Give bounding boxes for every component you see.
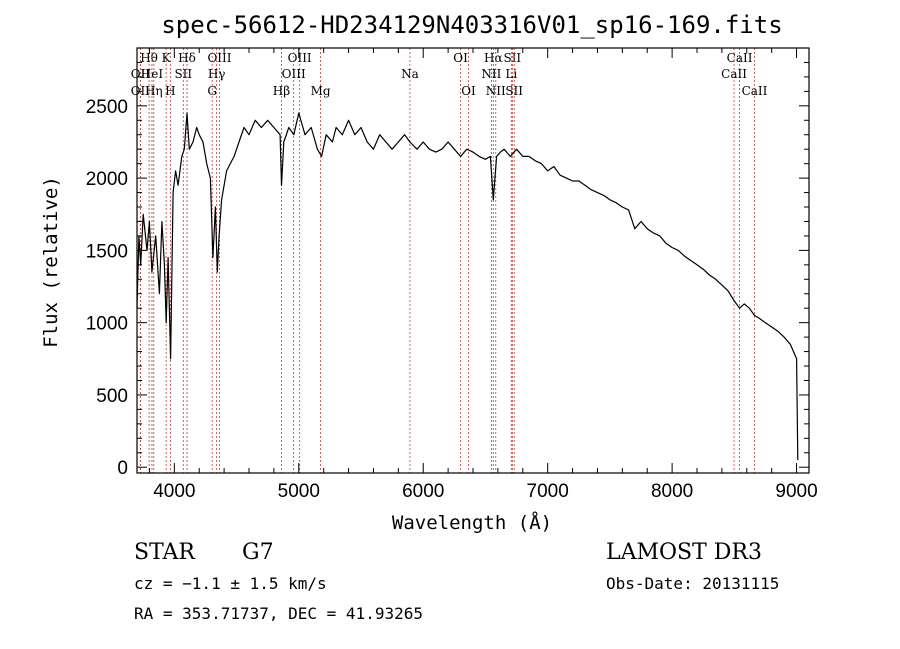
- survey-name: LAMOST DR3: [606, 540, 762, 565]
- redshift-readout: cz = −1.1 ± 1.5 km/s: [134, 574, 327, 593]
- spectrum-series: [136, 112, 799, 461]
- line-label: Hθ: [140, 51, 158, 65]
- obs-date: Obs-Date: 20131115: [606, 574, 780, 593]
- line-label: G: [207, 84, 217, 98]
- x-tick-label: 6000: [402, 481, 444, 502]
- line-label: Hβ: [273, 84, 290, 98]
- line-label: Hα: [484, 51, 503, 65]
- chart-title: spec-56612-HD234129N403316V01_sp16-169.f…: [161, 11, 782, 39]
- line-label: H: [165, 84, 175, 98]
- line-label: OI: [453, 51, 468, 65]
- x-tick-label: 9000: [775, 481, 817, 502]
- x-axis-label: Wavelength (Å): [392, 511, 552, 534]
- line-label: OIII: [282, 67, 306, 81]
- coordinates-readout: RA = 353.71737, DEC = 41.93265: [134, 604, 423, 623]
- y-tick-label: 500: [96, 386, 128, 407]
- line-label: SII: [174, 67, 192, 81]
- line-label: Mg: [311, 84, 331, 98]
- line-label: HeI: [141, 67, 164, 81]
- y-tick-label: 0: [117, 458, 128, 479]
- spectrum-line: [136, 112, 799, 461]
- x-tick-label: 8000: [651, 481, 693, 502]
- line-label: CaII: [727, 51, 753, 65]
- y-tick-label: 2000: [86, 169, 128, 190]
- line-label: Na: [401, 67, 419, 81]
- line-label: OIII: [288, 51, 312, 65]
- line-label: CaII: [721, 67, 747, 81]
- y-tick-label: 2500: [86, 97, 128, 118]
- line-label: Hη: [145, 84, 163, 98]
- line-label: NII: [486, 84, 506, 98]
- line-label: Hδ: [178, 51, 196, 65]
- x-tick-label: 5000: [278, 481, 320, 502]
- line-label: K: [162, 51, 172, 65]
- spectral-class: G7: [242, 540, 274, 565]
- y-axis-label: Flux (relative): [40, 176, 62, 348]
- plot-frame: [136, 47, 810, 474]
- y-tick-label: 1500: [86, 241, 128, 262]
- line-label: Li: [505, 67, 517, 81]
- axis-ticks: 4000 5000 6000 7000 8000 9000 0 500 1000 1500 2000…: [86, 47, 818, 502]
- object-type: STAR: [134, 540, 195, 565]
- line-label: SII: [503, 51, 521, 65]
- axes: [136, 47, 810, 474]
- line-label: NII: [481, 67, 501, 81]
- line-label: Hγ: [208, 67, 226, 81]
- line-label: OI: [461, 84, 476, 98]
- line-label: CaII: [742, 84, 768, 98]
- x-tick-label: 4000: [153, 481, 195, 502]
- line-label: OIII: [207, 51, 231, 65]
- x-tick-label: 7000: [527, 481, 569, 502]
- y-tick-label: 1000: [86, 314, 128, 335]
- line-label: SII: [505, 84, 523, 98]
